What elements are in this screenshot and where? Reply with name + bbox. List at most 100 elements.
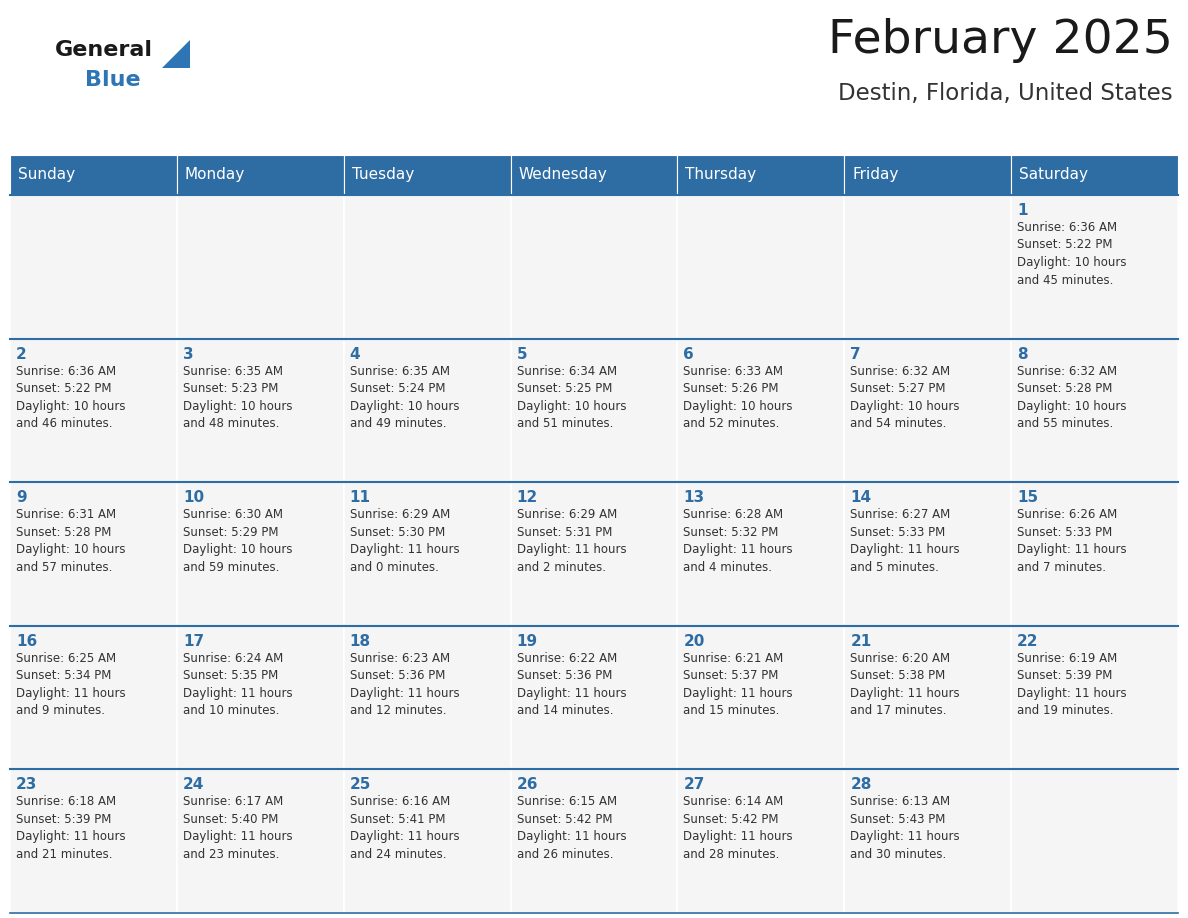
Bar: [343, 626, 511, 769]
Text: 1: 1: [1017, 203, 1028, 218]
Text: Sunrise: 6:34 AM
Sunset: 5:25 PM
Daylight: 10 hours
and 51 minutes.: Sunrise: 6:34 AM Sunset: 5:25 PM Dayligh…: [517, 364, 626, 431]
Bar: [511, 155, 677, 195]
Bar: [177, 769, 343, 913]
Bar: [845, 339, 1011, 482]
Text: Sunrise: 6:13 AM
Sunset: 5:43 PM
Daylight: 11 hours
and 30 minutes.: Sunrise: 6:13 AM Sunset: 5:43 PM Dayligh…: [851, 795, 960, 861]
Text: 27: 27: [683, 778, 704, 792]
Text: 4: 4: [349, 347, 360, 362]
Bar: [10, 769, 177, 913]
Text: 9: 9: [15, 490, 26, 505]
Text: Sunday: Sunday: [18, 167, 75, 183]
Bar: [343, 769, 511, 913]
Text: Sunrise: 6:18 AM
Sunset: 5:39 PM
Daylight: 11 hours
and 21 minutes.: Sunrise: 6:18 AM Sunset: 5:39 PM Dayligh…: [15, 795, 126, 861]
Polygon shape: [162, 40, 190, 68]
Text: Sunrise: 6:15 AM
Sunset: 5:42 PM
Daylight: 11 hours
and 26 minutes.: Sunrise: 6:15 AM Sunset: 5:42 PM Dayligh…: [517, 795, 626, 861]
Text: Sunrise: 6:36 AM
Sunset: 5:22 PM
Daylight: 10 hours
and 46 minutes.: Sunrise: 6:36 AM Sunset: 5:22 PM Dayligh…: [15, 364, 126, 431]
Text: 6: 6: [683, 347, 694, 362]
Bar: [1011, 155, 1178, 195]
Text: Sunrise: 6:32 AM
Sunset: 5:28 PM
Daylight: 10 hours
and 55 minutes.: Sunrise: 6:32 AM Sunset: 5:28 PM Dayligh…: [1017, 364, 1126, 431]
Text: Sunrise: 6:17 AM
Sunset: 5:40 PM
Daylight: 11 hours
and 23 minutes.: Sunrise: 6:17 AM Sunset: 5:40 PM Dayligh…: [183, 795, 292, 861]
Text: 21: 21: [851, 633, 872, 649]
Bar: [511, 626, 677, 769]
Text: 16: 16: [15, 633, 37, 649]
Text: 18: 18: [349, 633, 371, 649]
Text: 3: 3: [183, 347, 194, 362]
Text: 19: 19: [517, 633, 538, 649]
Bar: [10, 339, 177, 482]
Bar: [511, 339, 677, 482]
Text: Sunrise: 6:14 AM
Sunset: 5:42 PM
Daylight: 11 hours
and 28 minutes.: Sunrise: 6:14 AM Sunset: 5:42 PM Dayligh…: [683, 795, 794, 861]
Text: Sunrise: 6:19 AM
Sunset: 5:39 PM
Daylight: 11 hours
and 19 minutes.: Sunrise: 6:19 AM Sunset: 5:39 PM Dayligh…: [1017, 652, 1126, 717]
Text: Sunrise: 6:36 AM
Sunset: 5:22 PM
Daylight: 10 hours
and 45 minutes.: Sunrise: 6:36 AM Sunset: 5:22 PM Dayligh…: [1017, 221, 1126, 286]
Bar: [10, 626, 177, 769]
Bar: [177, 195, 343, 339]
Bar: [677, 769, 845, 913]
Bar: [511, 195, 677, 339]
Bar: [1011, 626, 1178, 769]
Text: 25: 25: [349, 778, 371, 792]
Text: Sunrise: 6:21 AM
Sunset: 5:37 PM
Daylight: 11 hours
and 15 minutes.: Sunrise: 6:21 AM Sunset: 5:37 PM Dayligh…: [683, 652, 794, 717]
Bar: [1011, 195, 1178, 339]
Text: Sunrise: 6:32 AM
Sunset: 5:27 PM
Daylight: 10 hours
and 54 minutes.: Sunrise: 6:32 AM Sunset: 5:27 PM Dayligh…: [851, 364, 960, 431]
Text: 12: 12: [517, 490, 538, 505]
Text: Sunrise: 6:28 AM
Sunset: 5:32 PM
Daylight: 11 hours
and 4 minutes.: Sunrise: 6:28 AM Sunset: 5:32 PM Dayligh…: [683, 509, 794, 574]
Text: 10: 10: [183, 490, 204, 505]
Text: Sunrise: 6:35 AM
Sunset: 5:23 PM
Daylight: 10 hours
and 48 minutes.: Sunrise: 6:35 AM Sunset: 5:23 PM Dayligh…: [183, 364, 292, 431]
Text: 23: 23: [15, 778, 37, 792]
Bar: [677, 339, 845, 482]
Text: 17: 17: [183, 633, 204, 649]
Bar: [343, 195, 511, 339]
Bar: [845, 482, 1011, 626]
Bar: [177, 626, 343, 769]
Text: Sunrise: 6:26 AM
Sunset: 5:33 PM
Daylight: 11 hours
and 7 minutes.: Sunrise: 6:26 AM Sunset: 5:33 PM Dayligh…: [1017, 509, 1126, 574]
Text: 7: 7: [851, 347, 861, 362]
Text: Sunrise: 6:25 AM
Sunset: 5:34 PM
Daylight: 11 hours
and 9 minutes.: Sunrise: 6:25 AM Sunset: 5:34 PM Dayligh…: [15, 652, 126, 717]
Bar: [177, 339, 343, 482]
Text: Saturday: Saturday: [1019, 167, 1088, 183]
Bar: [10, 482, 177, 626]
Text: Friday: Friday: [852, 167, 898, 183]
Text: Sunrise: 6:29 AM
Sunset: 5:30 PM
Daylight: 11 hours
and 0 minutes.: Sunrise: 6:29 AM Sunset: 5:30 PM Dayligh…: [349, 509, 460, 574]
Bar: [511, 769, 677, 913]
Bar: [845, 195, 1011, 339]
Text: Sunrise: 6:27 AM
Sunset: 5:33 PM
Daylight: 11 hours
and 5 minutes.: Sunrise: 6:27 AM Sunset: 5:33 PM Dayligh…: [851, 509, 960, 574]
Bar: [845, 769, 1011, 913]
Text: 26: 26: [517, 778, 538, 792]
Bar: [177, 155, 343, 195]
Bar: [10, 155, 177, 195]
Text: General: General: [55, 40, 153, 60]
Bar: [1011, 482, 1178, 626]
Text: Sunrise: 6:29 AM
Sunset: 5:31 PM
Daylight: 11 hours
and 2 minutes.: Sunrise: 6:29 AM Sunset: 5:31 PM Dayligh…: [517, 509, 626, 574]
Bar: [177, 482, 343, 626]
Bar: [1011, 339, 1178, 482]
Bar: [1011, 769, 1178, 913]
Text: Blue: Blue: [86, 70, 140, 90]
Bar: [677, 155, 845, 195]
Text: Destin, Florida, United States: Destin, Florida, United States: [839, 82, 1173, 105]
Bar: [343, 482, 511, 626]
Bar: [511, 482, 677, 626]
Bar: [343, 339, 511, 482]
Bar: [677, 626, 845, 769]
Text: 20: 20: [683, 633, 704, 649]
Text: 15: 15: [1017, 490, 1038, 505]
Text: Sunrise: 6:24 AM
Sunset: 5:35 PM
Daylight: 11 hours
and 10 minutes.: Sunrise: 6:24 AM Sunset: 5:35 PM Dayligh…: [183, 652, 292, 717]
Text: 2: 2: [15, 347, 27, 362]
Text: 28: 28: [851, 778, 872, 792]
Bar: [677, 195, 845, 339]
Bar: [845, 155, 1011, 195]
Text: 13: 13: [683, 490, 704, 505]
Bar: [343, 155, 511, 195]
Bar: [845, 626, 1011, 769]
Text: 11: 11: [349, 490, 371, 505]
Text: 5: 5: [517, 347, 527, 362]
Bar: [677, 482, 845, 626]
Text: Sunrise: 6:23 AM
Sunset: 5:36 PM
Daylight: 11 hours
and 12 minutes.: Sunrise: 6:23 AM Sunset: 5:36 PM Dayligh…: [349, 652, 460, 717]
Text: February 2025: February 2025: [828, 18, 1173, 63]
Text: Tuesday: Tuesday: [352, 167, 413, 183]
Text: 24: 24: [183, 778, 204, 792]
Text: Monday: Monday: [185, 167, 245, 183]
Text: 8: 8: [1017, 347, 1028, 362]
Text: Wednesday: Wednesday: [519, 167, 607, 183]
Text: 22: 22: [1017, 633, 1038, 649]
